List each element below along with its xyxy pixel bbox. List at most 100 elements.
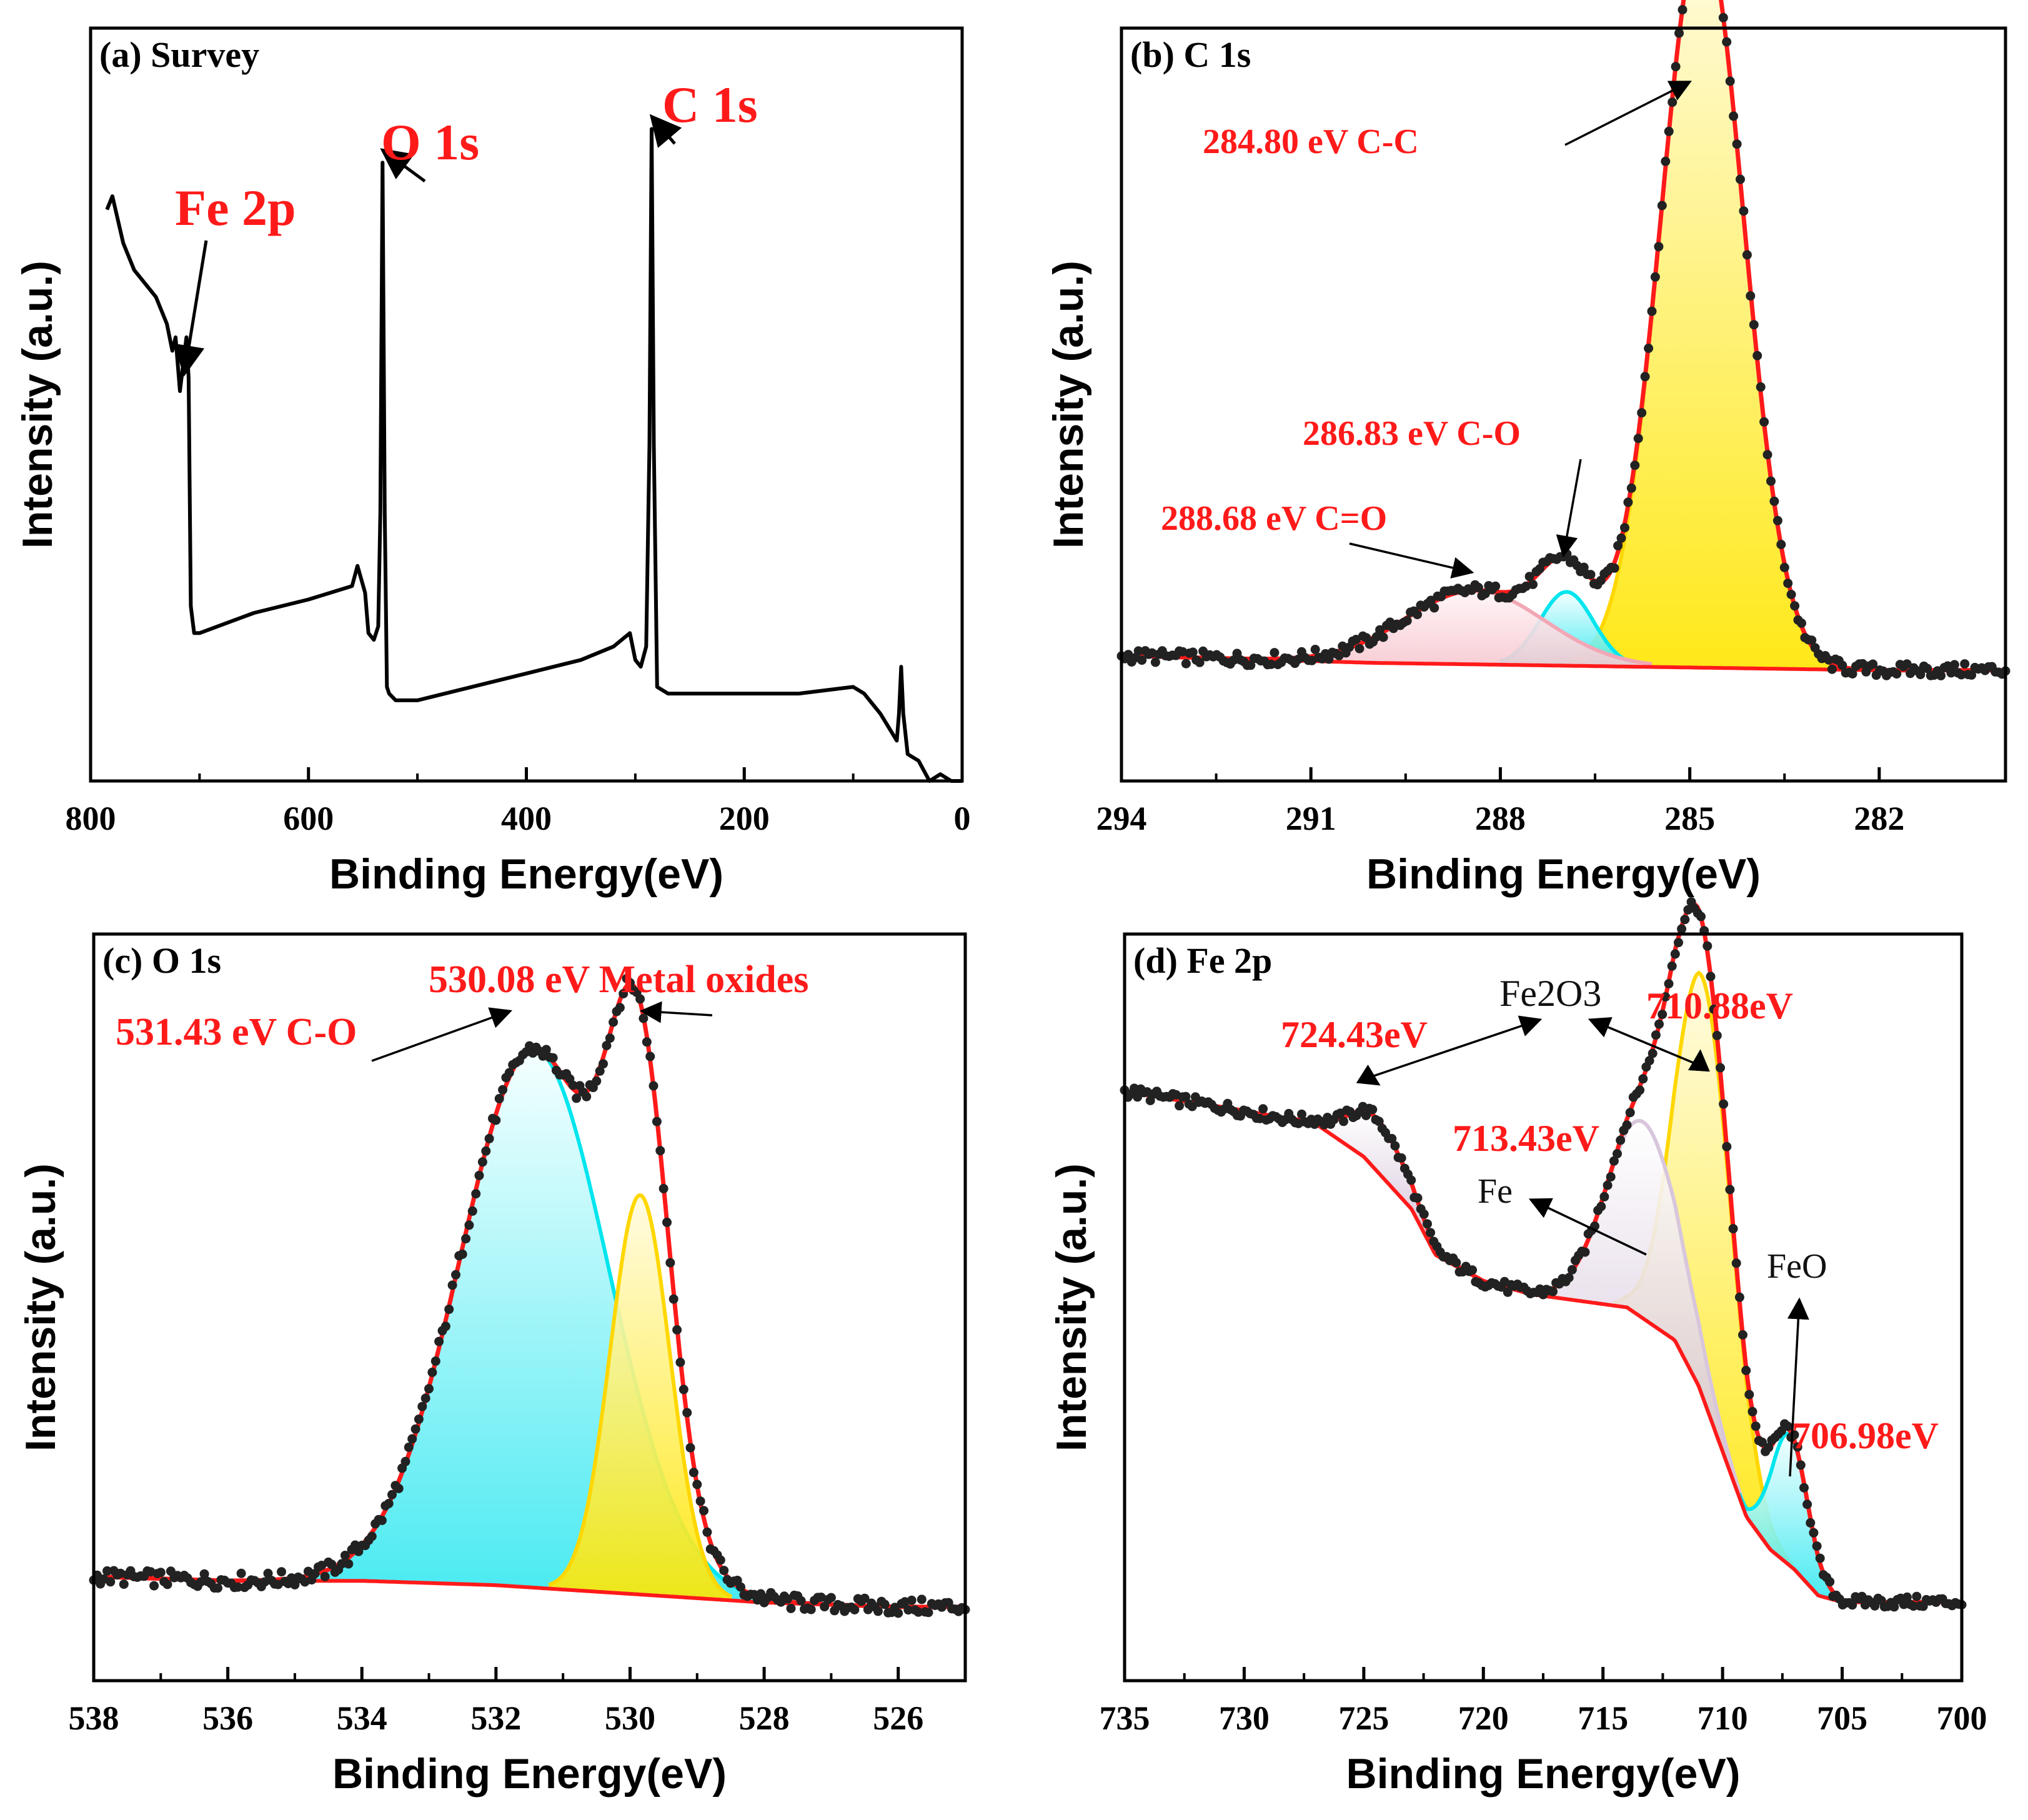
data-point bbox=[1374, 1116, 1384, 1126]
x-tick-label-c-6: 526 bbox=[873, 1699, 923, 1737]
data-point bbox=[1772, 515, 1782, 525]
annotation-fe2p-label: Fe 2p bbox=[175, 179, 296, 236]
data-point bbox=[1644, 344, 1654, 353]
data-point bbox=[893, 1608, 903, 1618]
x-axis-title-a: Binding Energy(eV) bbox=[329, 850, 723, 898]
data-point bbox=[1729, 111, 1739, 121]
data-point bbox=[1709, 1004, 1719, 1014]
data-point bbox=[1426, 1228, 1436, 1238]
data-point bbox=[1451, 1258, 1461, 1268]
data-point bbox=[1889, 1602, 1899, 1612]
ticks-d: 735 730 725 720 715 710 705 700 bbox=[1100, 1667, 1987, 1737]
data-point bbox=[1419, 1209, 1429, 1219]
x-tick-label-d-6: 705 bbox=[1817, 1699, 1867, 1737]
y-axis-title-c: Intensity (a.u.) bbox=[17, 1163, 64, 1451]
data-point bbox=[1266, 659, 1276, 669]
data-point bbox=[688, 1468, 698, 1478]
peaks-c bbox=[299, 1047, 769, 1603]
data-point bbox=[1751, 1421, 1761, 1431]
data-point bbox=[213, 1583, 222, 1593]
data-point bbox=[434, 1336, 444, 1346]
data-point bbox=[1429, 603, 1439, 613]
data-point bbox=[1922, 664, 1932, 674]
data-point bbox=[1946, 668, 1956, 678]
data-point bbox=[699, 1506, 708, 1516]
data-point bbox=[675, 1358, 685, 1367]
data-point bbox=[1181, 659, 1191, 669]
annotation-706-label: 706.98eV bbox=[1792, 1415, 1939, 1456]
data-point bbox=[1812, 1541, 1822, 1551]
annotation-724-label: 724.43eV bbox=[1281, 1014, 1428, 1055]
data-point bbox=[1188, 647, 1198, 657]
data-point bbox=[1757, 1437, 1767, 1447]
data-point bbox=[1181, 1092, 1191, 1101]
data-point bbox=[682, 1408, 692, 1418]
data-point bbox=[1719, 1099, 1729, 1109]
data-point bbox=[695, 1496, 705, 1506]
peak-arrow-b-0 bbox=[1564, 81, 1692, 146]
data-point bbox=[672, 1325, 682, 1335]
arrows-c bbox=[371, 1001, 713, 1062]
x-tick-label-d-3: 720 bbox=[1458, 1699, 1509, 1737]
annotation-feo-label: FeO bbox=[1767, 1247, 1827, 1286]
data-point bbox=[340, 1551, 350, 1560]
data-point bbox=[860, 1593, 870, 1603]
data-point bbox=[806, 1604, 816, 1614]
annotation-cc-label: 284.80 eV C-C bbox=[1203, 122, 1419, 161]
data-point bbox=[917, 1594, 927, 1604]
data-point bbox=[625, 978, 635, 988]
data-point bbox=[642, 1037, 652, 1047]
annotation-o1s-label: O 1s bbox=[381, 114, 479, 171]
annotations-d: 724.43eV 710.88eV 713.43eV 706.98eV Fe F… bbox=[1281, 973, 1939, 1456]
data-point bbox=[619, 989, 629, 998]
data-point bbox=[1297, 1109, 1306, 1119]
data-point bbox=[1375, 625, 1385, 635]
data-point bbox=[1133, 646, 1143, 656]
data-point bbox=[1524, 572, 1534, 582]
data-point bbox=[1650, 272, 1660, 282]
data-point bbox=[504, 1068, 514, 1078]
x-tick-label-c-5: 528 bbox=[739, 1699, 790, 1737]
data-point bbox=[320, 1571, 330, 1581]
data-point bbox=[1949, 660, 1959, 670]
series-d bbox=[1120, 897, 1967, 1612]
background-line-d bbox=[1124, 1089, 1962, 1604]
data-point bbox=[826, 1593, 836, 1603]
data-point bbox=[1616, 1135, 1626, 1145]
frame-a bbox=[89, 26, 964, 783]
peak-arrow-c-1 bbox=[639, 1001, 713, 1023]
data-point bbox=[1567, 1265, 1577, 1275]
data-point bbox=[609, 1017, 619, 1027]
data-point bbox=[1670, 949, 1680, 959]
data-point bbox=[1613, 1149, 1622, 1159]
data-point bbox=[903, 1605, 913, 1615]
data-point bbox=[484, 1133, 494, 1143]
data-point bbox=[1827, 664, 1837, 674]
data-point bbox=[430, 1356, 440, 1366]
data-point bbox=[880, 1599, 890, 1609]
data-point bbox=[1738, 1330, 1747, 1340]
series-c bbox=[89, 973, 970, 1618]
data-point bbox=[344, 1559, 354, 1569]
x-tick-label-b-4: 282 bbox=[1854, 800, 1904, 837]
data-point bbox=[1258, 1104, 1268, 1114]
annotations-a: Fe 2p O 1s C 1s bbox=[175, 76, 758, 236]
data-point bbox=[1722, 37, 1732, 47]
data-point bbox=[414, 1415, 424, 1424]
data-point bbox=[471, 1189, 481, 1199]
x-tick-label-d-1: 730 bbox=[1219, 1699, 1270, 1737]
data-point bbox=[196, 1577, 206, 1587]
data-point bbox=[494, 1093, 504, 1103]
envelope-line-b bbox=[1121, 0, 2006, 673]
data-point bbox=[199, 1569, 209, 1579]
data-point bbox=[1706, 972, 1716, 982]
ticks-b: 294 291 288 285 282 bbox=[1096, 767, 1904, 837]
x-tick-label-b-3: 285 bbox=[1664, 800, 1715, 837]
data-point bbox=[1644, 1056, 1654, 1066]
frame-c bbox=[92, 932, 967, 1683]
data-point bbox=[1491, 581, 1501, 591]
data-point bbox=[337, 1559, 347, 1569]
data-point bbox=[162, 1579, 172, 1589]
x-tick-label-d-5: 710 bbox=[1697, 1699, 1748, 1737]
data-point bbox=[605, 1033, 615, 1043]
